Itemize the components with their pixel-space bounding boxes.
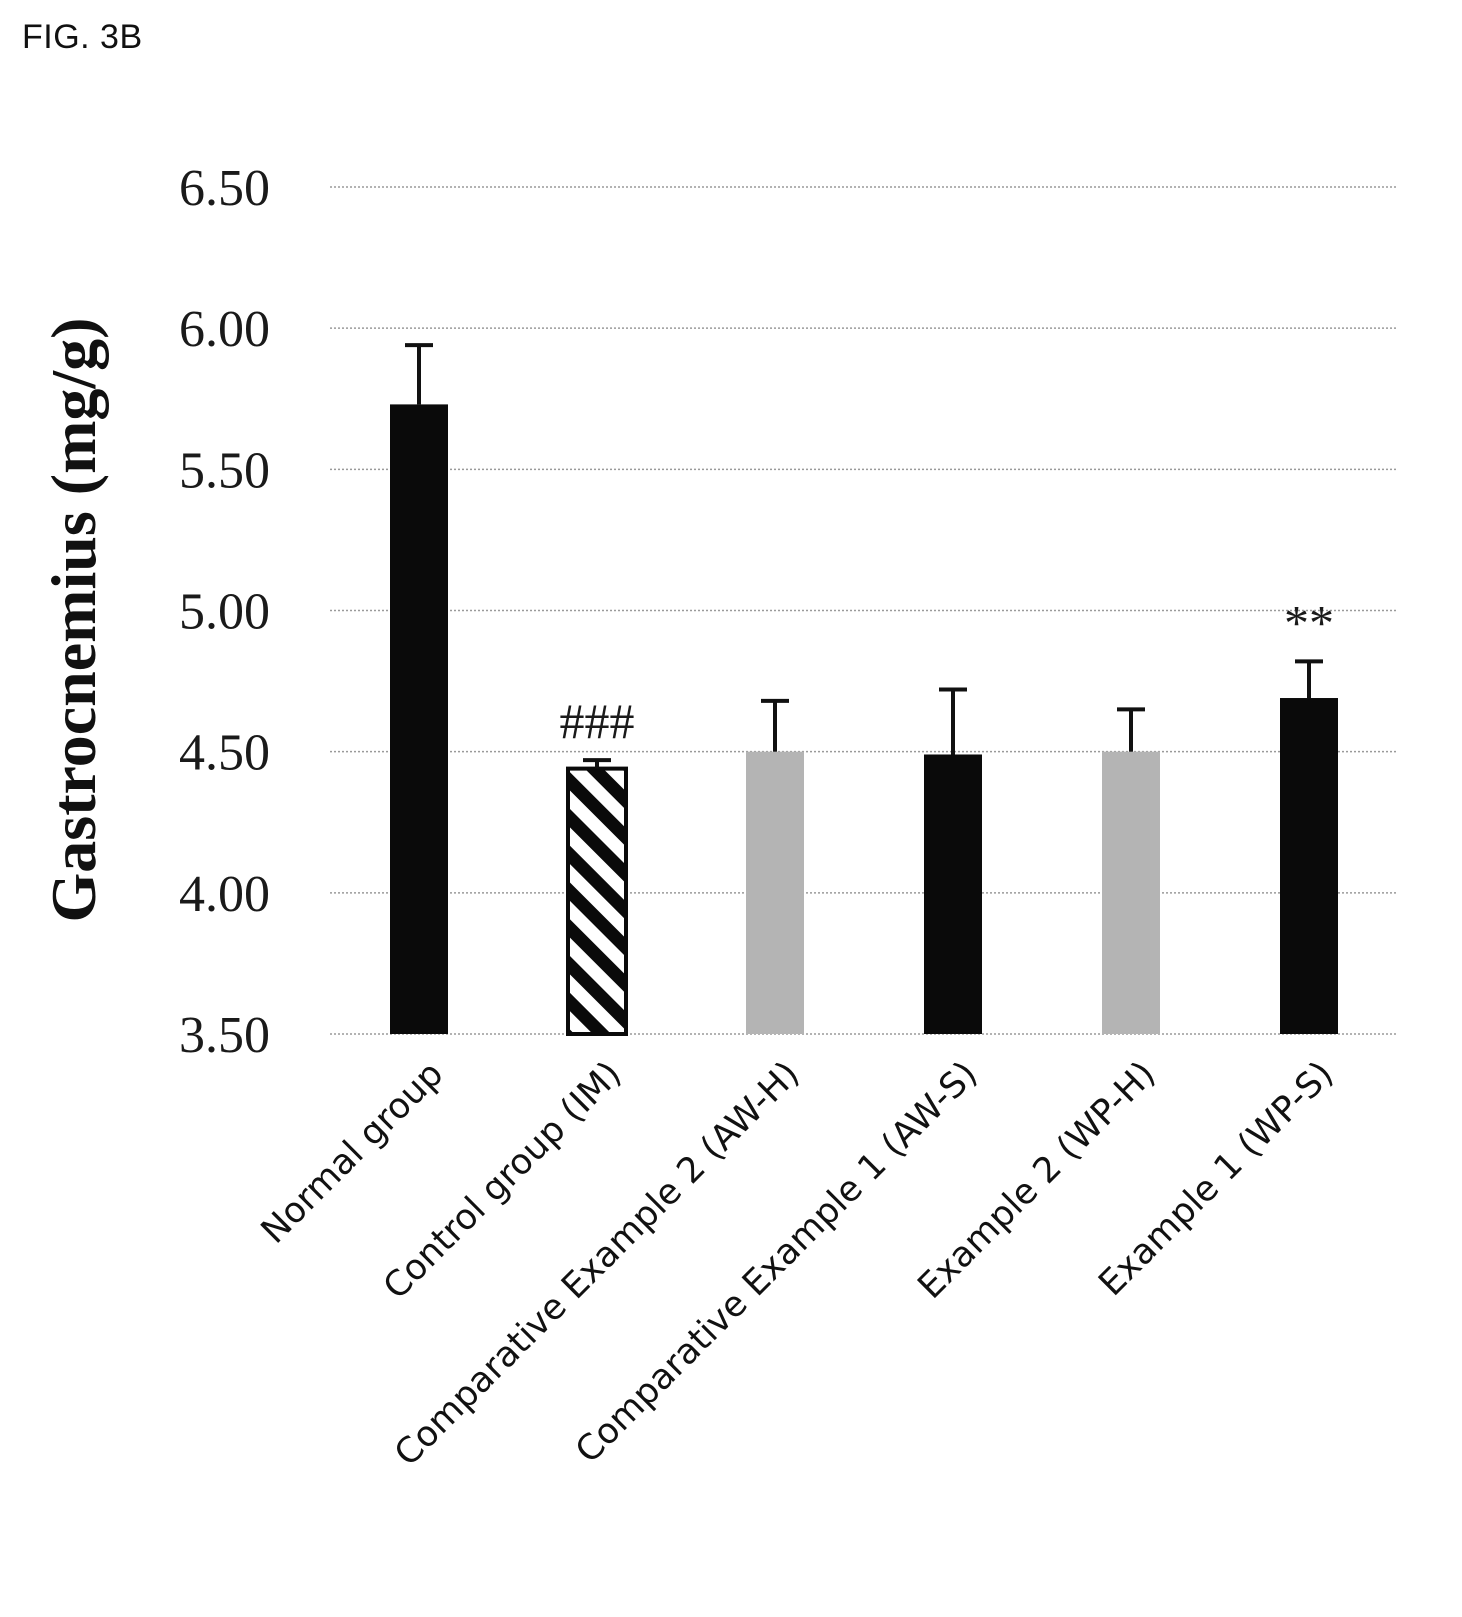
y-tick-label: 5.50 bbox=[179, 442, 270, 499]
bars bbox=[390, 404, 1338, 1037]
y-tick-label: 6.00 bbox=[179, 301, 270, 358]
bar bbox=[924, 754, 982, 1034]
y-tick-label: 6.50 bbox=[179, 160, 270, 217]
bar bbox=[1102, 751, 1160, 1034]
significance-annotation: ### bbox=[560, 693, 635, 749]
y-axis-title: Gastrocnemius (mg/g) bbox=[38, 318, 109, 923]
y-tick-label: 5.00 bbox=[179, 584, 270, 641]
y-axis-ticks: 3.50 4.00 4.50 5.00 5.50 6.00 6.50 bbox=[179, 160, 270, 1064]
bar bbox=[566, 766, 628, 1037]
bar bbox=[1280, 698, 1338, 1034]
bar bbox=[746, 751, 804, 1034]
y-tick-label: 4.00 bbox=[179, 866, 270, 923]
y-tick-label: 4.50 bbox=[179, 725, 270, 782]
significance-annotation: ** bbox=[1284, 594, 1334, 650]
gridlines bbox=[330, 186, 1398, 1035]
x-category-label: Normal group bbox=[254, 1054, 452, 1252]
y-tick-label: 3.50 bbox=[179, 1007, 270, 1064]
annotations: ### ** bbox=[560, 594, 1335, 749]
figure-label: FIG. 3B bbox=[22, 18, 143, 56]
x-category-label: Comparative Example 2 (AW-H) bbox=[387, 1054, 807, 1474]
bar bbox=[390, 404, 448, 1034]
error-bars bbox=[405, 343, 1323, 769]
x-category-label: Comparative Example 1 (AW-S) bbox=[568, 1054, 985, 1471]
